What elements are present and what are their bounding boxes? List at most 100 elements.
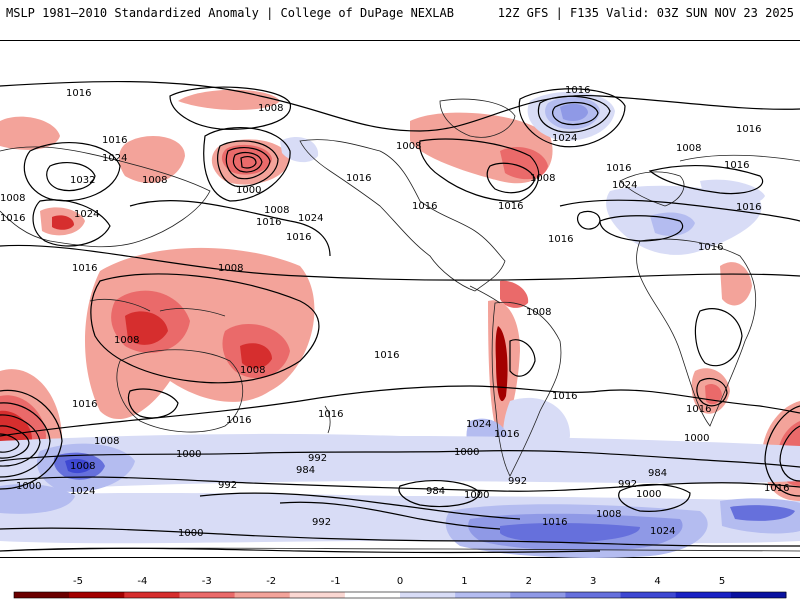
isobar-east-edge-low-inner <box>779 425 800 482</box>
isobar-west-indian-low-1 <box>0 402 51 478</box>
isobar-label: 1016 <box>318 409 343 420</box>
anomaly-pos-sw-indian-deep <box>65 459 92 474</box>
isobar-label: 1016 <box>552 391 577 402</box>
colorbar-tick-label: -2 <box>266 576 276 587</box>
isobar-label: 1016 <box>256 217 281 228</box>
coast-greenland <box>439 98 516 138</box>
isobar-label: 1008 <box>0 193 25 204</box>
isobar-label: 1016 <box>736 124 761 135</box>
coast-indonesia <box>89 298 226 317</box>
isobar-label: 1008 <box>264 205 289 216</box>
colorbar-canvas: -5 -4 -3 -2 -1 0 1 2 3 4 5 <box>13 576 787 599</box>
isobar-label: 1016 <box>764 483 789 494</box>
isobar-label: 1016 <box>66 88 91 99</box>
isobar-southern-992 <box>199 492 521 520</box>
coast-south-america <box>491 301 562 477</box>
coast-new-zealand <box>324 405 331 434</box>
colorbar-tick-label: 1 <box>461 576 467 587</box>
colorbar-swatch <box>289 592 346 598</box>
isobar-label: 1008 <box>526 307 551 318</box>
colorbar: -5 -4 -3 -2 -1 0 1 2 3 4 5 <box>0 570 800 600</box>
anomaly-pos-se-core <box>730 505 795 521</box>
isobar-label: 992 <box>618 479 637 490</box>
isobar-label: 992 <box>218 480 237 491</box>
isobar-label: 1016 <box>346 173 371 184</box>
isobar-label: 1016 <box>72 263 97 274</box>
isobar-siberian-high-1032 <box>46 162 96 192</box>
anomaly-neg-nw-corner <box>0 116 60 150</box>
isobar-label: 1016 <box>286 232 311 243</box>
isobar-greenland-high-1016 <box>518 88 626 148</box>
isobar-label: 992 <box>308 453 327 464</box>
anomaly-pos-eurasia-mid <box>650 212 695 236</box>
isobar-africa-trough <box>694 308 743 367</box>
isobar-south-indian-high <box>618 483 691 512</box>
isobar-label: 1016 <box>226 415 251 426</box>
colorbar-swatch <box>179 592 236 598</box>
isobar-southern-1000 <box>0 476 800 492</box>
colorbar-tick-label: -3 <box>202 576 212 587</box>
colorbar-tick-label: -4 <box>137 576 147 587</box>
colorbar-swatch <box>675 592 732 598</box>
isobar-east-asia-1024 <box>32 199 111 247</box>
isobar-canada-low <box>419 138 540 202</box>
isobar-label: 1000 <box>464 490 489 501</box>
anomaly-pos-antarctic-shelf-core <box>500 523 640 543</box>
isobar-label: 1008 <box>396 141 421 152</box>
isobar-label: 1000 <box>178 528 203 539</box>
isobar-label: 1016 <box>494 429 519 440</box>
isobar-southern-1024-band <box>0 527 800 547</box>
isobar-eurasia-1008 <box>648 164 764 195</box>
isobar-aleutian-low-outer <box>203 126 291 202</box>
isobar-atlantic-small-low <box>576 210 601 230</box>
isobar-label: 1024 <box>466 419 491 430</box>
coast-australia <box>116 349 244 433</box>
isobar-label: 1008 <box>530 173 555 184</box>
anomaly-pos-greenland-core <box>560 103 588 121</box>
header-left-title: MSLP 1981–2010 Standardized Anomaly | Co… <box>6 6 454 20</box>
isobar-label: 1016 <box>724 160 749 171</box>
isobar-label: 1024 <box>612 180 637 191</box>
isobars <box>0 80 800 554</box>
isobar-label: 1024 <box>102 153 127 164</box>
isobar-aleutian-low-1000 <box>217 140 279 187</box>
anomaly-neg-east-africa <box>720 262 752 306</box>
isobar-label: 1016 <box>736 202 761 213</box>
isobar-canada-low-inner <box>486 162 536 194</box>
anomaly-neg-coral-core <box>240 343 272 369</box>
isobar-label: 984 <box>296 465 315 476</box>
anomaly-neg-east-asia-core <box>52 215 74 230</box>
coast-asia <box>0 146 211 248</box>
isobar-label: 992 <box>508 476 527 487</box>
isobar-label: 1016 <box>374 350 399 361</box>
colorbar-tick-label: 0 <box>397 576 403 587</box>
colorbar-swatch <box>565 592 622 598</box>
colorbar-tick-label: 2 <box>526 576 532 587</box>
colorbar-swatches <box>13 591 787 599</box>
isobar-south-pacific-high <box>398 480 481 508</box>
isobar-label: 1024 <box>650 526 675 537</box>
isobar-greenland-high-1024 <box>537 95 611 133</box>
map-canvas: 1016 1008 1016 1024 1032 1008 1008 1024 … <box>0 80 800 558</box>
isobar-greenland-inner <box>552 101 599 126</box>
colorbar-swatch <box>14 592 70 598</box>
isobar-label: 992 <box>312 517 331 528</box>
isobar-aleutian-low-984 <box>232 152 263 173</box>
isobar-label: 1008 <box>218 263 243 274</box>
isobar-label: 1000 <box>636 489 661 500</box>
isobar-label: 1000 <box>454 447 479 458</box>
colorbar-swatch <box>455 592 511 598</box>
isobar-sa-trough-1008 <box>509 339 536 377</box>
isobar-label: 1008 <box>240 365 265 376</box>
anomaly-neg-canada-core <box>500 146 548 180</box>
colorbar-swatch <box>69 592 125 598</box>
anomaly-neg-nw-pacific <box>118 136 185 184</box>
isobar-label: 1008 <box>142 175 167 186</box>
coast-eurasia-east <box>679 154 800 162</box>
isobar-label: 1008 <box>114 335 139 346</box>
isobar-label: 1016 <box>102 135 127 146</box>
isobar-label: 1016 <box>0 213 25 224</box>
isobar-label: 1016 <box>498 201 523 212</box>
coast-europe <box>619 171 685 207</box>
colorbar-tick-label: -5 <box>73 576 83 587</box>
